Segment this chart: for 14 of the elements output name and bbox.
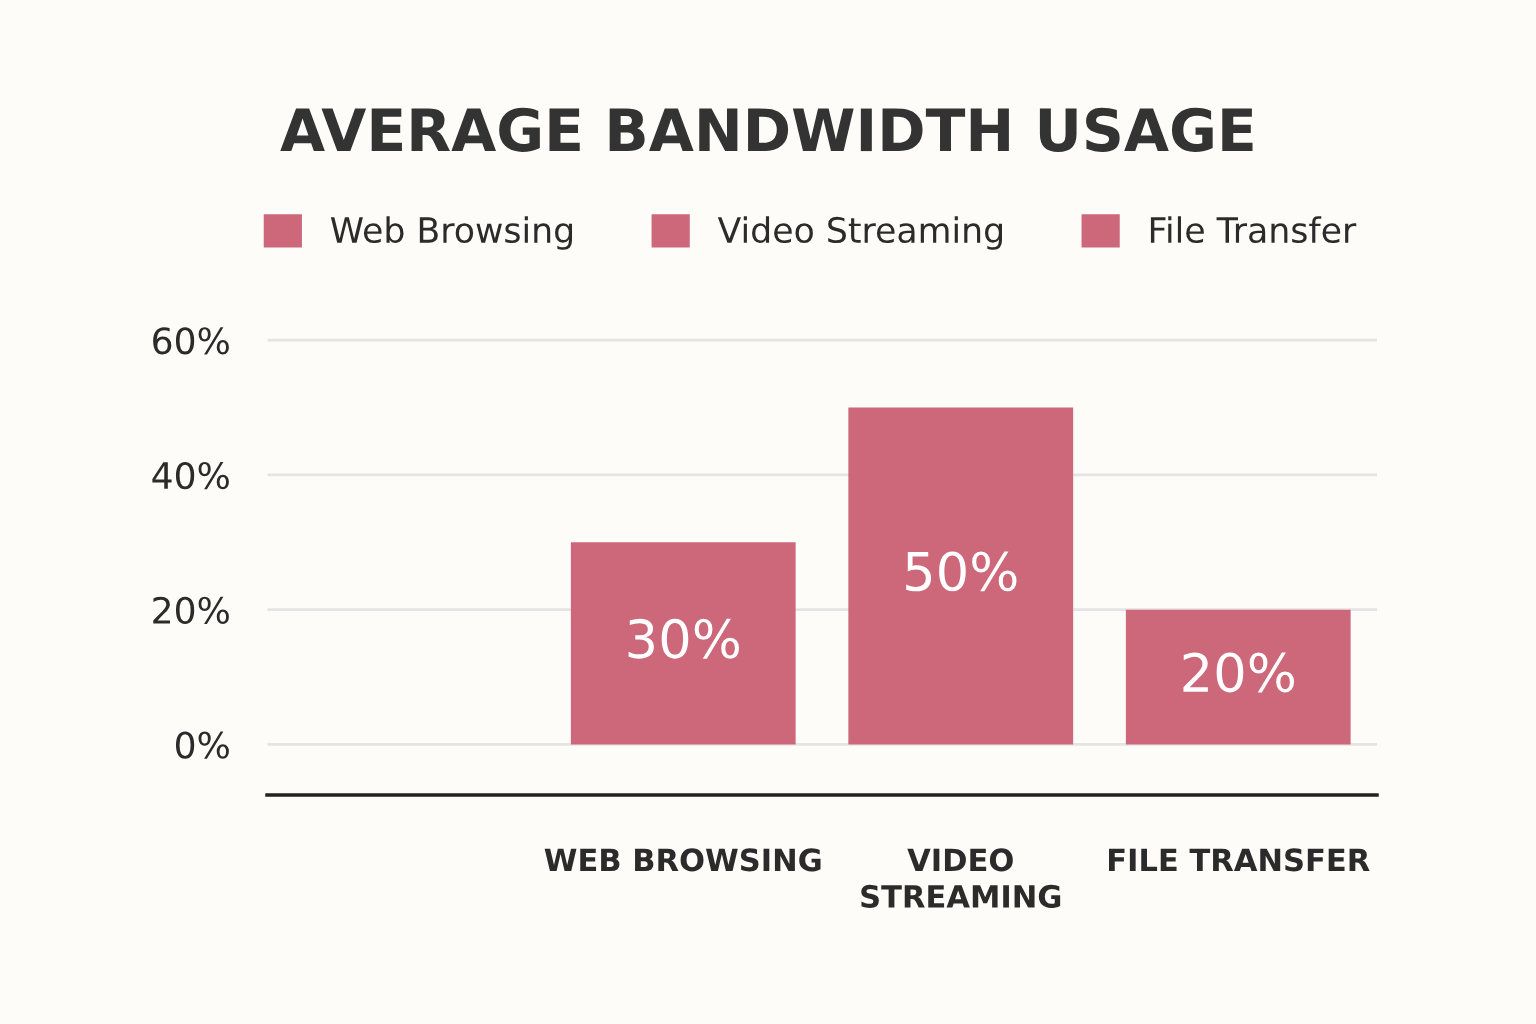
x-tick-label: VIDEO STREAMING xyxy=(861,848,1061,908)
data-label: 20% xyxy=(1183,652,1294,693)
legend-label: Video Streaming xyxy=(717,216,1002,250)
data-label: 30% xyxy=(628,618,739,659)
data-label: 50% xyxy=(906,551,1017,592)
legend-label: File Transfer xyxy=(1150,216,1357,244)
y-tick-label: 0% xyxy=(175,731,229,759)
x-tick-label: WEB BROWSING xyxy=(544,848,821,872)
y-tick-label: 20% xyxy=(153,596,229,624)
chart-title: AVERAGE BANDWIDTH USAGE xyxy=(280,107,1253,152)
y-tick-label: 60% xyxy=(153,327,229,355)
x-tick-label: FILE TRANSFER xyxy=(1109,848,1370,872)
legend-label: Web Browsing xyxy=(330,216,573,250)
y-tick-label: 40% xyxy=(152,461,229,490)
